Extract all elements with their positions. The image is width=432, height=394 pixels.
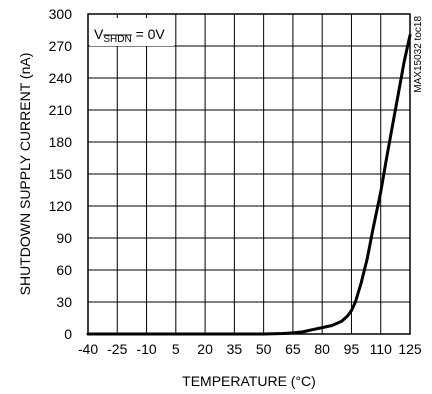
y-tick-label: 240	[49, 70, 73, 86]
annotation-background	[90, 18, 174, 46]
x-tick-label: -40	[78, 341, 98, 357]
y-tick-label: 270	[49, 38, 73, 54]
y-tick-label: 0	[64, 326, 72, 342]
series-group	[86, 33, 412, 336]
x-tick-label: 95	[344, 341, 360, 357]
x-tick-label: 35	[227, 341, 243, 357]
series-line	[86, 33, 412, 336]
annotation-suffix: = 0V	[132, 26, 166, 42]
x-tick-label: 20	[197, 341, 213, 357]
y-tick-label: 300	[49, 6, 73, 22]
x-tick-label: 5	[172, 341, 180, 357]
annotation-prefix: V	[94, 26, 104, 42]
x-axis-title: TEMPERATURE (°C)	[182, 373, 316, 389]
y-tick-label: 150	[49, 166, 73, 182]
y-tick-label: 210	[49, 102, 73, 118]
x-tick-label: 50	[256, 341, 272, 357]
y-axis-title: SHUTDOWN SUPPLY CURRENT (nA)	[17, 53, 33, 296]
x-tick-label: -25	[107, 341, 127, 357]
x-tick-label: 125	[398, 341, 422, 357]
y-tick-label: 120	[49, 198, 73, 214]
annotation-subscript: SHDN	[103, 34, 131, 45]
y-tick-label: 90	[56, 230, 72, 246]
y-tick-label: 30	[56, 294, 72, 310]
y-tick-labels: 0 30 60 90 120 150 180 210 240 270 300	[49, 6, 73, 342]
annotation-vshdn: VSHDN = 0V	[94, 26, 165, 45]
x-tick-label: -10	[136, 341, 156, 357]
y-tick-label: 60	[56, 262, 72, 278]
x-tick-label: 110	[370, 341, 393, 357]
side-label: MAX15032 toc18	[413, 16, 424, 93]
x-tick-labels: -40 -25 -10 5 20 35 50 65 80 95 110 125	[78, 341, 422, 357]
x-tick-label: 80	[314, 341, 330, 357]
y-tick-label: 180	[49, 134, 73, 150]
x-tick-label: 65	[285, 341, 301, 357]
